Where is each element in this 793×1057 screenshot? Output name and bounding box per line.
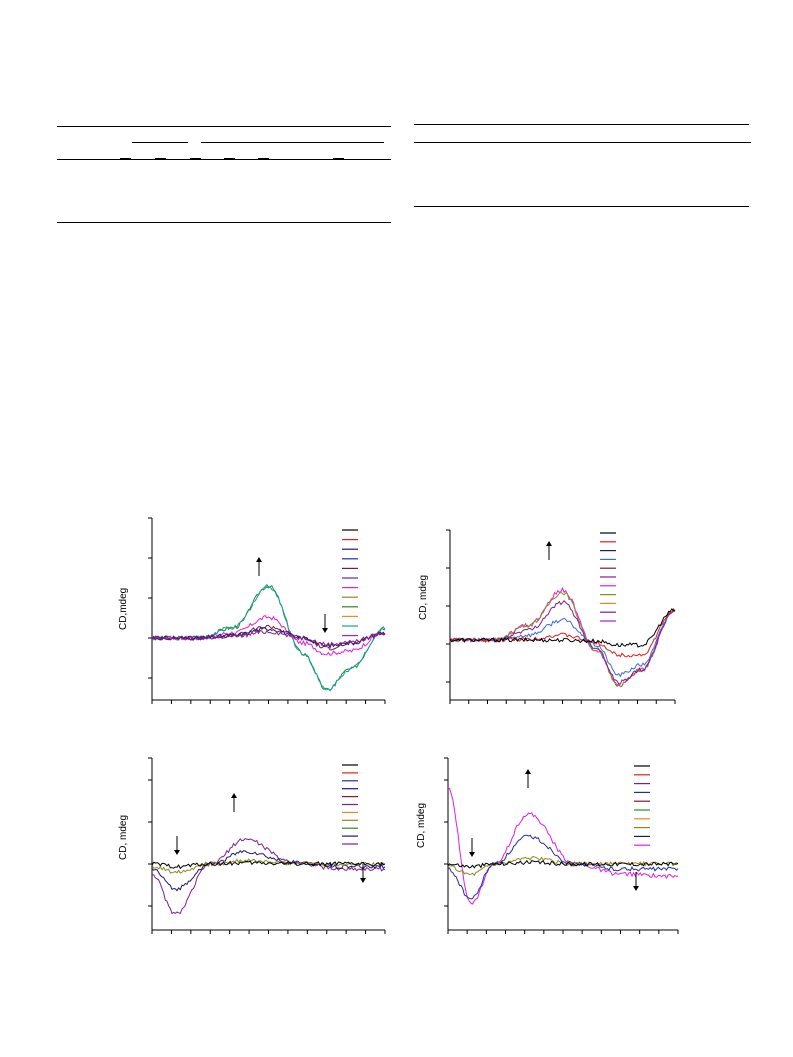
cd-plot-a <box>148 517 386 704</box>
table-top-rule <box>57 126 391 127</box>
cd-series-line <box>449 608 676 658</box>
cd-series-line <box>151 850 386 892</box>
cd-panel-d: CD, mdeg <box>408 752 700 942</box>
cd-series-line <box>151 860 386 870</box>
cd-series-line <box>151 838 386 915</box>
cd-series-line <box>449 610 676 678</box>
cd-panel-a: CD,mdeg <box>110 510 400 710</box>
cd-plot-c <box>148 757 386 934</box>
trend-arrow-head <box>174 850 180 855</box>
trend-arrow-head <box>469 852 475 857</box>
cd-series-line <box>447 787 678 905</box>
cd-series-line <box>151 624 386 651</box>
table-header-rule <box>57 159 391 160</box>
table-bottom-rule <box>57 222 391 223</box>
cd-plot-d <box>444 757 679 934</box>
cd-plot-b <box>446 529 676 704</box>
table-group-rule-1 <box>132 142 188 143</box>
table-dash <box>155 158 166 159</box>
cd-panel-c: CD, mdeg <box>110 752 400 942</box>
table2-top-rule <box>414 124 749 125</box>
trend-arrow-head <box>546 541 552 546</box>
table-dash <box>190 158 201 159</box>
table-dash <box>224 158 235 159</box>
cd-series-line <box>151 629 386 648</box>
cd-series-line <box>449 608 676 648</box>
cd-series-line <box>447 859 679 869</box>
trend-arrow-head <box>322 628 328 633</box>
table-group-rule-2 <box>201 142 384 143</box>
trend-arrow-head <box>633 886 639 891</box>
trend-arrow-head <box>231 793 237 798</box>
trend-arrow-head <box>360 878 366 883</box>
table-dash <box>120 158 131 159</box>
cd-series-line <box>447 834 679 900</box>
trend-arrow-head <box>525 769 531 774</box>
table-dash <box>258 158 269 159</box>
cd-series-line <box>151 858 386 874</box>
cd-series-line <box>449 600 676 685</box>
table2-bottom-rule <box>414 206 749 207</box>
cd-panel-b: CD, mdeg <box>410 520 700 715</box>
table-dash <box>333 158 344 159</box>
table2-header-rule <box>414 142 751 143</box>
cd-series-line <box>151 614 386 656</box>
trend-arrow-head <box>256 557 262 562</box>
